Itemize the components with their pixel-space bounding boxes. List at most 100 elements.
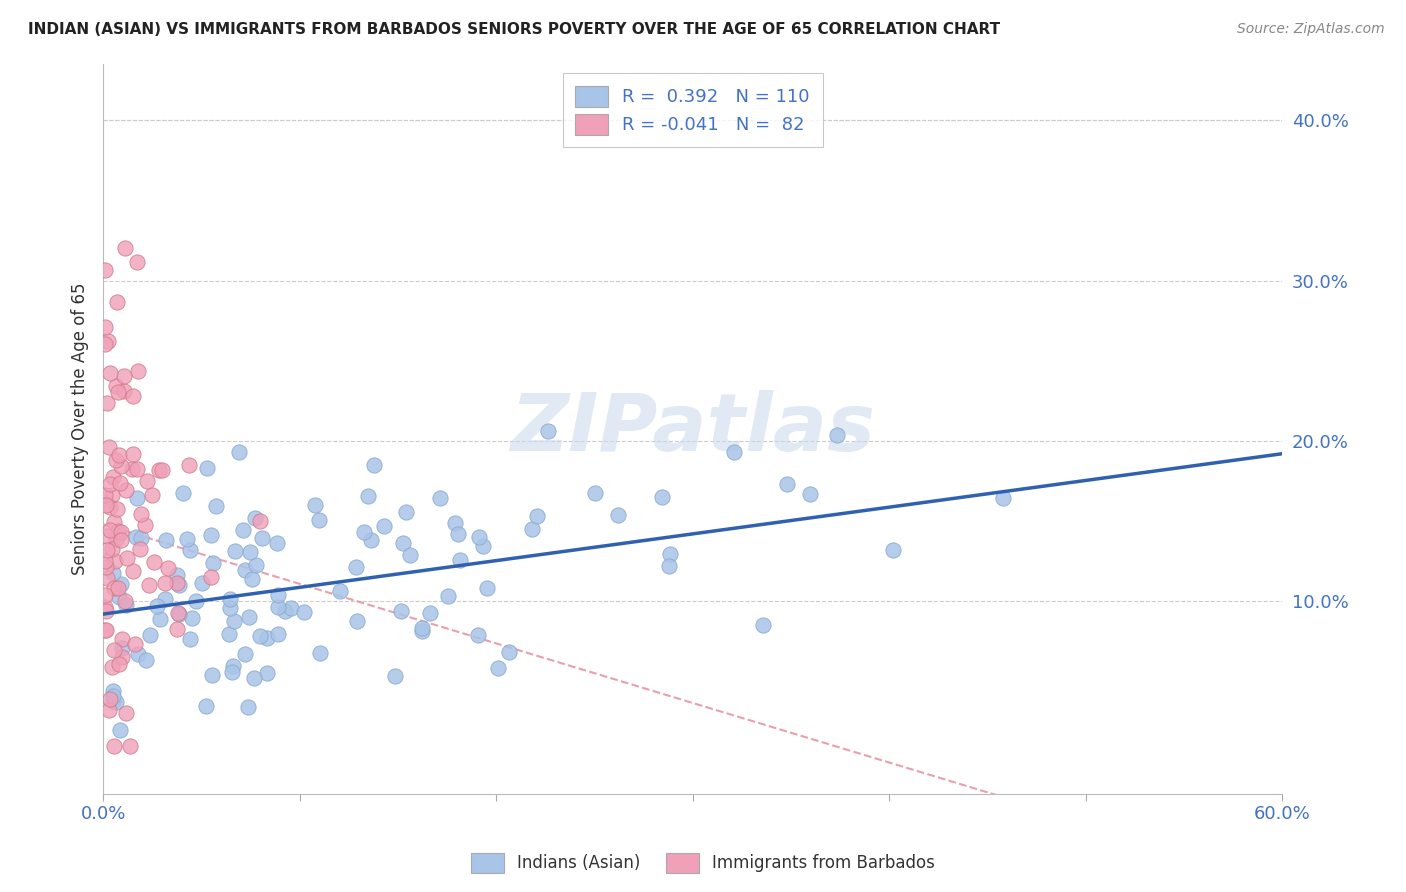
Point [353,525,375,540]
Point [96,560,118,574]
Point [98,523,121,537]
Point [169,578,191,592]
Point [991,491,1014,505]
Point [266,627,288,641]
Point [419,606,441,620]
Point [105,501,128,516]
Point [111,640,134,655]
Point [125,491,148,505]
Point [108,448,131,462]
Point [141,488,163,502]
Point [304,498,326,512]
Point [166,567,188,582]
Point [97,440,120,454]
Point [256,631,278,645]
Point [115,598,138,612]
Point [101,684,124,698]
Point [181,611,204,625]
Point [139,628,162,642]
Point [96,571,118,585]
Point [233,647,256,661]
Point [658,558,681,573]
Point [134,517,156,532]
Point [238,610,260,624]
Point [122,389,145,403]
Point [94,624,117,638]
Point [252,531,274,545]
Point [357,489,380,503]
Point [115,483,138,498]
Point [127,462,149,476]
Point [179,543,201,558]
Point [399,548,422,562]
Point [389,604,412,618]
Point [120,739,142,753]
Point [108,723,131,737]
Point [96,529,118,543]
Point [249,514,271,528]
Point [127,647,149,661]
Point [100,488,122,502]
Point [232,523,254,537]
Point [112,368,135,383]
Point [110,649,132,664]
Point [110,577,132,591]
Point [221,665,243,680]
Point [94,599,117,614]
Point [97,703,120,717]
Point [94,554,117,568]
Point [110,476,132,491]
Point [153,591,176,606]
Point [205,499,228,513]
Point [363,458,385,472]
Point [146,599,169,613]
Point [224,544,246,558]
Point [150,463,173,477]
Point [98,476,121,491]
Point [94,488,117,502]
Point [107,581,129,595]
Point [179,632,201,646]
Legend: R =  0.392   N = 110, R = -0.041   N =  82: R = 0.392 N = 110, R = -0.041 N = 82 [562,73,823,147]
Point [825,428,848,442]
Point [218,627,240,641]
Point [472,539,495,553]
Point [101,470,124,484]
Point [176,532,198,546]
Point [115,550,138,565]
Point [129,531,152,545]
Point [167,606,190,620]
Point [115,706,138,720]
Point [169,607,191,621]
Point [107,385,129,400]
Point [245,510,267,524]
Point [94,337,117,351]
Point [236,700,259,714]
Point [104,554,127,568]
Point [468,530,491,544]
Point [111,632,134,646]
Point [127,364,149,378]
Point [101,689,124,703]
Point [256,666,278,681]
Point [114,594,136,608]
Point [267,600,290,615]
Point [155,533,177,548]
Point [606,508,628,523]
Point [218,591,240,606]
Text: Source: ZipAtlas.com: Source: ZipAtlas.com [1237,22,1385,37]
Point [105,695,128,709]
Point [329,584,352,599]
Point [97,334,120,348]
Point [156,561,179,575]
Point [191,576,214,591]
Point [537,424,560,438]
Point [395,505,418,519]
Point [135,653,157,667]
Point [166,622,188,636]
Point [201,557,224,571]
Point [233,563,256,577]
Point [100,691,122,706]
Point [228,444,250,458]
Point [104,453,127,467]
